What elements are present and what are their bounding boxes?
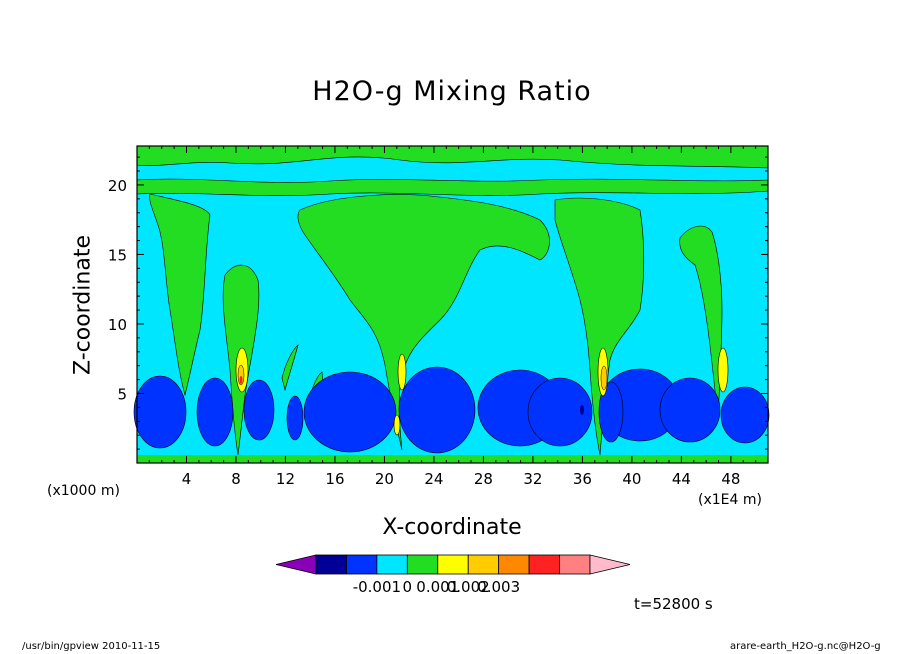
contour-region (286, 395, 304, 441)
colorbar-swatch (437, 554, 469, 575)
contour-region (239, 376, 243, 384)
contour-region (243, 379, 275, 441)
contour-region (527, 377, 593, 447)
x-tick-label: 36 (573, 470, 592, 488)
contour-region (303, 371, 397, 453)
plot-frame (136, 145, 769, 464)
x-tick-label: 16 (325, 470, 344, 488)
y-tick-label: 20 (108, 177, 127, 195)
colorbar-label: 0.002 (447, 578, 490, 596)
y-axis-unit: (x1000 m) (47, 483, 120, 499)
colorbar-label: -0.001 (353, 578, 401, 596)
contour-region (281, 344, 299, 392)
contour-region (598, 381, 624, 443)
x-axis-label: X-coordinate (382, 515, 522, 540)
contour-region (196, 377, 234, 447)
chart-title: H2O-g Mixing Ratio (312, 76, 592, 107)
contour-region (659, 377, 721, 443)
colorbar-arrow-left (275, 554, 317, 575)
x-tick-label: 12 (276, 470, 295, 488)
footer-right: arare-earth_H2O-g.nc@H2O-g (730, 641, 881, 652)
contour-region (297, 194, 550, 451)
y-tick-label: 15 (108, 246, 127, 264)
y-tick-label: 5 (117, 385, 127, 403)
contour-region (133, 375, 187, 449)
contour-region (149, 193, 211, 397)
x-tick-label: 32 (523, 470, 542, 488)
colorbar-swatch (559, 554, 591, 575)
footer-left: /usr/bin/gpview 2010-11-15 (22, 641, 161, 652)
colorbar-label: 0.001 (416, 578, 459, 596)
x-tick-label: 48 (721, 470, 740, 488)
contour-region (137, 455, 768, 463)
contour-region (717, 347, 729, 393)
x-tick-label: 24 (424, 470, 443, 488)
contour-region (397, 353, 407, 391)
x-tick-label: 40 (622, 470, 641, 488)
contour-region (136, 145, 769, 169)
x-tick-label: 28 (474, 470, 493, 488)
contour-region (600, 365, 608, 391)
colorbar-swatch (467, 554, 500, 575)
x-axis-unit: (x1E4 m) (698, 492, 762, 508)
colorbar-swatch (406, 554, 439, 575)
colorbar-swatch (498, 554, 530, 575)
colorbar-swatch (528, 554, 560, 575)
contour-region (398, 366, 476, 454)
colorbar-swatch (346, 554, 378, 575)
contour-region (136, 178, 769, 196)
contour-region (580, 405, 584, 415)
contour-region (720, 386, 770, 444)
colorbar-swatch (376, 554, 408, 575)
colorbar-label: 0.003 (477, 578, 520, 596)
colorbar-arrow-right (589, 554, 631, 575)
y-axis-label: Z-coordinate (70, 235, 96, 375)
colorbar-swatch (315, 554, 347, 575)
contour-region (393, 414, 401, 436)
x-tick-label: 4 (182, 470, 192, 488)
x-tick-label: 8 (231, 470, 241, 488)
x-tick-label: 44 (672, 470, 691, 488)
y-tick-label: 10 (108, 316, 127, 334)
x-tick-label: 20 (375, 470, 394, 488)
time-label: t=52800 s (634, 595, 713, 613)
colorbar-label: 0 (403, 578, 413, 596)
